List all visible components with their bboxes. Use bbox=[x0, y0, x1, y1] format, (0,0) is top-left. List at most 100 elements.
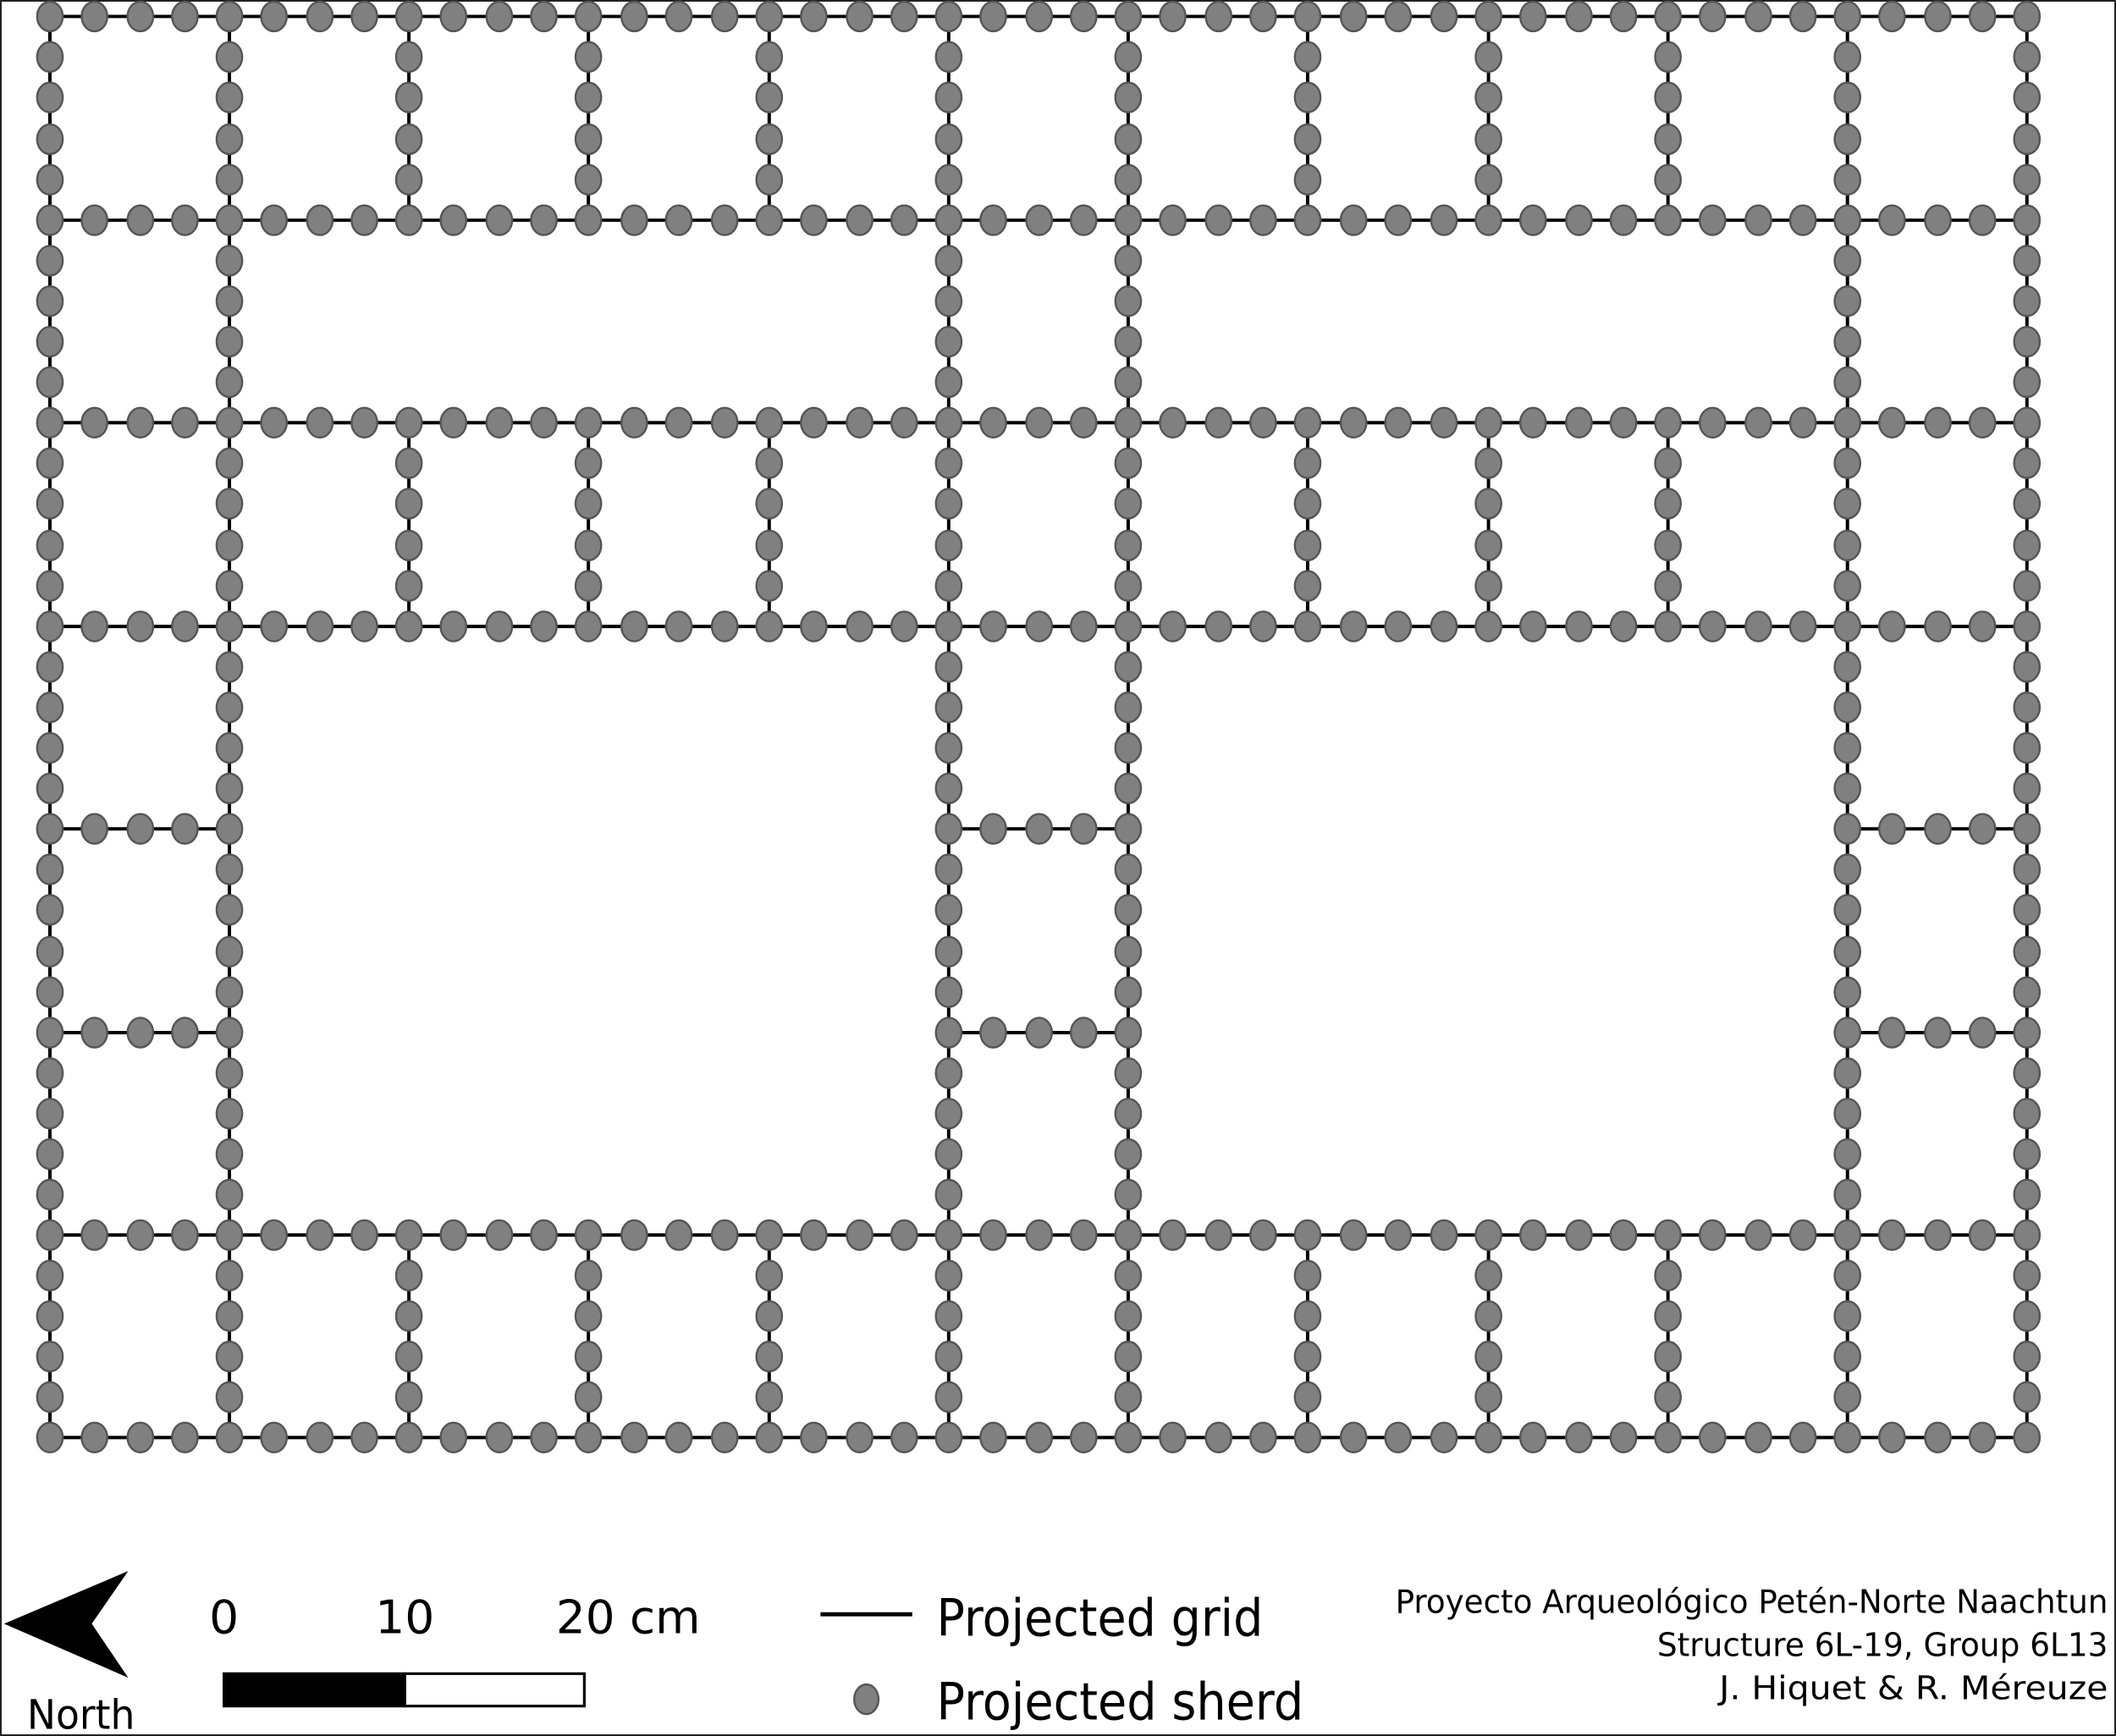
sherd-point bbox=[1698, 0, 1727, 33]
sherd-point bbox=[846, 204, 873, 236]
sherd-point bbox=[1565, 406, 1593, 439]
sherd-point bbox=[1518, 0, 1547, 33]
sherd-point bbox=[126, 0, 155, 33]
sherd-point bbox=[171, 610, 199, 642]
sherd-point bbox=[934, 81, 963, 113]
sherd-point bbox=[664, 406, 693, 439]
sherd-point bbox=[80, 0, 108, 33]
sherd-point bbox=[1114, 853, 1143, 885]
sherd-point bbox=[1159, 610, 1187, 642]
sherd-point bbox=[2013, 570, 2042, 603]
sherd-point bbox=[1069, 1219, 1098, 1251]
sherd-point bbox=[1025, 204, 1054, 236]
sherd-point bbox=[1833, 204, 1862, 236]
sherd-point bbox=[36, 853, 64, 885]
sherd-point bbox=[1293, 1259, 1322, 1292]
sherd-point bbox=[2013, 529, 2042, 562]
sherd-point bbox=[126, 1219, 155, 1251]
north-arrow: North bbox=[3, 1571, 135, 1736]
sherd-point bbox=[350, 1421, 378, 1454]
sherd-point bbox=[1159, 0, 1187, 33]
sherd-point bbox=[1474, 406, 1502, 439]
sherd-point bbox=[1025, 0, 1054, 33]
sherd-point bbox=[36, 163, 64, 196]
sherd-point bbox=[664, 0, 693, 33]
sherd-point bbox=[36, 366, 64, 399]
sherd-point bbox=[2013, 813, 2042, 845]
sherd-point bbox=[1293, 488, 1322, 520]
sherd-point bbox=[36, 488, 64, 520]
sherd-point bbox=[260, 204, 289, 236]
sherd-point bbox=[215, 1381, 244, 1414]
sherd-point bbox=[1293, 1381, 1322, 1414]
sherd-point bbox=[36, 1300, 64, 1332]
sherd-point bbox=[350, 204, 378, 236]
sherd-point bbox=[1833, 1017, 1862, 1049]
sherd-point bbox=[1654, 1219, 1683, 1251]
sherd-point bbox=[755, 447, 784, 479]
sherd-point bbox=[1204, 1219, 1233, 1251]
sherd-point bbox=[1788, 406, 1817, 439]
sherd-point bbox=[1968, 0, 1997, 33]
sherd-point bbox=[979, 610, 1007, 642]
scale-bar-black-segment bbox=[223, 1672, 405, 1708]
sherd-point bbox=[530, 1421, 558, 1454]
sherd-point bbox=[350, 0, 378, 33]
sherd-point bbox=[394, 1421, 423, 1454]
sherd-point bbox=[36, 1057, 64, 1089]
sherd-point bbox=[1474, 1259, 1502, 1292]
sherd-point bbox=[1114, 570, 1143, 603]
sherd-point bbox=[394, 610, 423, 642]
sherd-point bbox=[1159, 1219, 1187, 1251]
sherd-point bbox=[846, 406, 873, 439]
sherd-point bbox=[394, 0, 423, 33]
sherd-point bbox=[36, 1340, 64, 1373]
sherd-point bbox=[215, 1178, 244, 1211]
sherd-point bbox=[1293, 204, 1322, 236]
sherd-point bbox=[485, 1421, 514, 1454]
scale-bar-white-segment bbox=[403, 1672, 586, 1708]
sherd-point bbox=[215, 0, 244, 33]
sherd-point bbox=[2013, 81, 2042, 113]
sherd-point bbox=[1877, 0, 1906, 33]
sherd-point bbox=[2013, 1097, 2042, 1130]
sherd-point bbox=[620, 610, 648, 642]
sherd-point bbox=[1924, 1017, 1952, 1049]
sherd-point bbox=[890, 1421, 918, 1454]
sherd-point bbox=[1833, 976, 1862, 1008]
sherd-point bbox=[1069, 406, 1098, 439]
sherd-point bbox=[485, 204, 514, 236]
sherd-point bbox=[260, 0, 289, 33]
sherd-point bbox=[1833, 853, 1862, 885]
sherd-point bbox=[2013, 976, 2042, 1008]
sherd-point bbox=[1654, 41, 1683, 74]
sherd-point bbox=[215, 529, 244, 562]
sherd-point bbox=[934, 245, 963, 277]
sherd-point bbox=[80, 204, 108, 236]
sherd-point bbox=[2013, 1259, 2042, 1292]
sherd-point bbox=[1833, 1300, 1862, 1332]
sherd-point bbox=[1744, 1219, 1772, 1251]
sherd-point bbox=[1833, 406, 1862, 439]
sherd-point bbox=[2013, 245, 2042, 277]
sherd-point bbox=[1430, 0, 1458, 33]
sherd-point bbox=[1249, 406, 1277, 439]
sherd-point bbox=[1430, 1421, 1458, 1454]
sherd-point bbox=[36, 285, 64, 317]
sherd-point bbox=[1384, 406, 1413, 439]
sherd-point bbox=[1924, 204, 1952, 236]
sherd-point bbox=[215, 1138, 244, 1171]
sherd-point bbox=[1609, 406, 1638, 439]
sherd-point bbox=[1384, 1219, 1413, 1251]
sherd-point bbox=[1698, 406, 1727, 439]
sherd-point bbox=[1833, 1097, 1862, 1130]
sherd-point bbox=[1159, 406, 1187, 439]
sherd-point bbox=[574, 406, 603, 439]
sherd-point bbox=[1654, 204, 1683, 236]
sherd-point bbox=[350, 406, 378, 439]
sherd-point bbox=[1833, 894, 1862, 926]
sherd-point bbox=[1833, 529, 1862, 562]
sherd-point bbox=[1698, 204, 1727, 236]
sherd-point bbox=[126, 406, 155, 439]
sherd-point bbox=[1788, 1421, 1817, 1454]
